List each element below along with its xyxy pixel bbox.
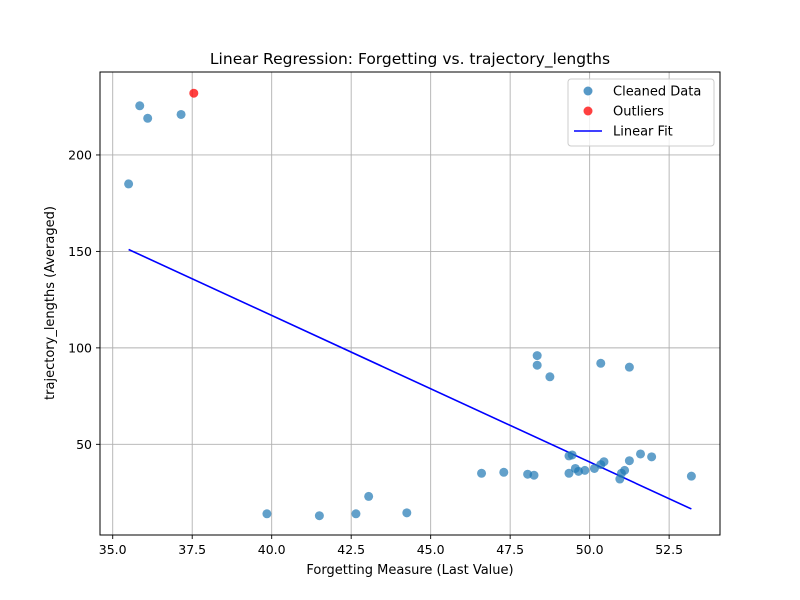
x-tick-label: 45.0 xyxy=(417,542,445,557)
grid-lines xyxy=(100,72,720,535)
data-points xyxy=(124,88,696,521)
cleaned-data-point xyxy=(596,358,606,368)
cleaned-data-point xyxy=(135,101,145,111)
cleaned-data-point xyxy=(532,351,542,361)
y-tick-label: 100 xyxy=(68,340,92,355)
cleaned-data-point xyxy=(599,457,609,467)
outliers-point xyxy=(189,88,199,98)
x-tick-label: 52.5 xyxy=(655,542,683,557)
y-tick-label: 150 xyxy=(68,244,92,259)
legend-marker-outliers xyxy=(583,106,593,116)
cleaned-data-point xyxy=(567,450,577,460)
x-tick-label: 42.5 xyxy=(337,542,365,557)
x-tick-label: 47.5 xyxy=(496,542,524,557)
x-tick-label: 35.0 xyxy=(99,542,127,557)
cleaned-data-point xyxy=(636,449,646,459)
cleaned-data-point xyxy=(262,509,272,519)
legend-label-cleaned-data: Cleaned Data xyxy=(613,85,701,100)
cleaned-data-point xyxy=(620,465,630,475)
cleaned-data-point xyxy=(624,456,634,466)
x-tick-label: 40.0 xyxy=(258,542,286,557)
cleaned-data-point xyxy=(624,362,634,372)
cleaned-data-point xyxy=(499,467,509,477)
cleaned-data-point xyxy=(545,372,555,382)
legend-box xyxy=(567,78,715,147)
cleaned-data-point xyxy=(580,465,590,475)
y-axis-label: trajectory_lengths (Averaged) xyxy=(43,206,58,400)
y-tick-label: 50 xyxy=(76,437,92,452)
cleaned-data-point xyxy=(477,468,487,478)
x-axis-label: Forgetting Measure (Last Value) xyxy=(306,563,513,578)
legend-label-linear-fit: Linear Fit xyxy=(613,125,673,140)
cleaned-data-point xyxy=(124,179,134,189)
cleaned-data-point xyxy=(314,511,324,521)
x-tick-label: 50.0 xyxy=(576,542,604,557)
legend: Cleaned Data Outliers Linear Fit xyxy=(567,78,715,147)
cleaned-data-point xyxy=(364,491,374,501)
cleaned-data-point xyxy=(402,508,412,518)
legend-label-outliers: Outliers xyxy=(613,105,664,120)
legend-marker-cleaned-data xyxy=(583,86,593,96)
cleaned-data-point xyxy=(564,468,574,478)
chart-title: Linear Regression: Forgetting vs. trajec… xyxy=(210,50,610,69)
plot-frame xyxy=(99,71,721,536)
y-tick-label: 200 xyxy=(68,147,92,162)
cleaned-data-point xyxy=(351,509,361,519)
cleaned-data-point xyxy=(143,113,153,123)
cleaned-data-point xyxy=(176,109,186,119)
cleaned-data-point xyxy=(529,470,539,480)
cleaned-data-point xyxy=(686,471,696,481)
cleaned-data-point xyxy=(532,360,542,370)
x-tick-label: 37.5 xyxy=(178,542,206,557)
axis-ticks: 35.0 37.5 40.0 42.5 45.0 47.5 50.0 52.5 50 100 150… xyxy=(68,147,683,557)
cleaned-data-point xyxy=(647,452,657,462)
